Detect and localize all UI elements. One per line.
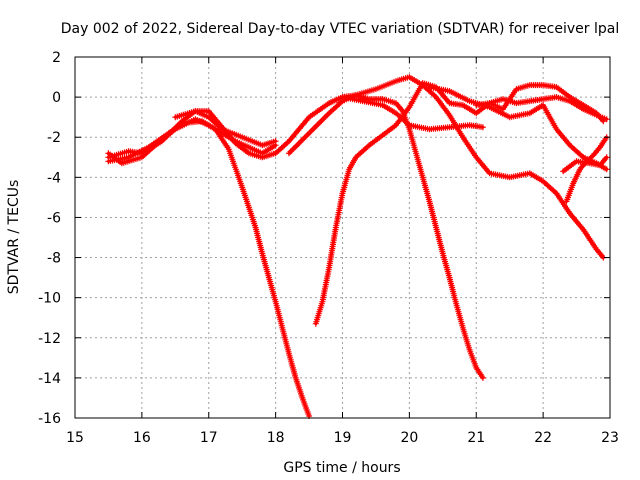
x-tick-label: 21 bbox=[467, 430, 485, 446]
chart-title: Day 002 of 2022, Sidereal Day-to-day VTE… bbox=[61, 21, 619, 37]
series-markers bbox=[560, 154, 610, 175]
series-track-k bbox=[560, 154, 610, 175]
x-tick-label: 15 bbox=[66, 430, 84, 446]
series-markers bbox=[312, 80, 607, 327]
series-track-f bbox=[326, 92, 486, 381]
y-tick-label: -8 bbox=[47, 251, 61, 267]
y-tick-label: 0 bbox=[52, 90, 61, 106]
x-tick-label: 23 bbox=[601, 430, 619, 446]
series-markers bbox=[326, 92, 486, 381]
x-tick-label: 18 bbox=[267, 430, 285, 446]
y-tick-label: -2 bbox=[47, 130, 61, 146]
series-layer bbox=[105, 74, 610, 419]
y-tick-label: -12 bbox=[38, 331, 61, 347]
grid-layer bbox=[75, 57, 610, 418]
x-tick-label: 22 bbox=[534, 430, 552, 446]
x-tick-label: 17 bbox=[200, 430, 218, 446]
series-markers bbox=[286, 74, 607, 261]
series-track-i bbox=[473, 94, 610, 123]
series-track-h bbox=[426, 84, 610, 173]
series-markers bbox=[473, 94, 610, 123]
y-tick-label: -4 bbox=[47, 170, 61, 186]
y-tick-label: -16 bbox=[38, 411, 61, 427]
y-tick-label: -10 bbox=[38, 291, 61, 307]
series-track-g bbox=[312, 80, 607, 327]
y-tick-label: 2 bbox=[52, 50, 61, 66]
y-axis-label: SDTVAR / TECUs bbox=[6, 180, 22, 295]
series-track-e bbox=[286, 74, 607, 261]
y-tick-label: -6 bbox=[47, 210, 61, 226]
x-tick-label: 20 bbox=[400, 430, 418, 446]
x-tick-label: 16 bbox=[133, 430, 151, 446]
x-axis-label: GPS time / hours bbox=[283, 460, 400, 476]
y-tick-label: -14 bbox=[38, 371, 61, 387]
tick-layer: 15 16 17 18 19 20 21 22 23 -16 -14 -12 -10 -8 -6 -4 -2 0 2 bbox=[38, 50, 619, 446]
x-tick-label: 19 bbox=[334, 430, 352, 446]
